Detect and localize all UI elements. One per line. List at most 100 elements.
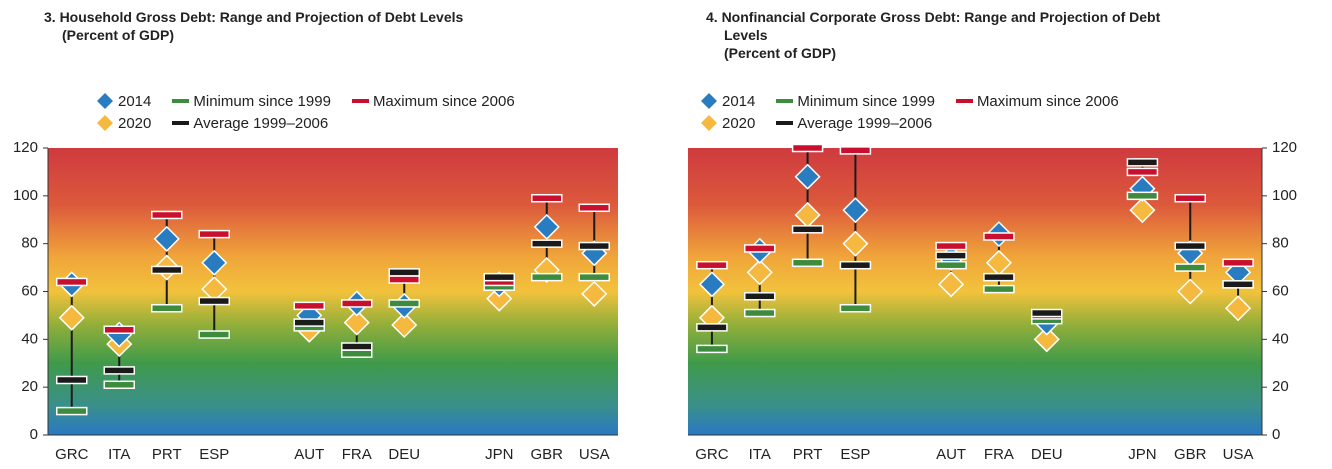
legend: 2014 Minimum since 1999 Maximum since 2006… bbox=[700, 92, 1119, 132]
dash-marker bbox=[791, 258, 824, 268]
dash-marker bbox=[1174, 193, 1206, 203]
diamond-marker bbox=[391, 311, 418, 339]
dash-marker bbox=[791, 143, 824, 153]
dash-marker bbox=[935, 241, 967, 251]
legend-shape bbox=[955, 99, 973, 103]
diamond-marker bbox=[486, 285, 513, 312]
dash-marker bbox=[198, 229, 230, 239]
y-tick-label: 100 bbox=[13, 187, 38, 204]
x-tick-label: DEU bbox=[388, 446, 420, 463]
legend-item: Minimum since 1999 bbox=[171, 92, 331, 110]
diamond-marker bbox=[343, 309, 370, 336]
dash-marker bbox=[198, 330, 230, 339]
legend-shape bbox=[97, 93, 113, 109]
y-tick-label: 120 bbox=[1272, 139, 1297, 156]
legend-swatch bbox=[701, 93, 717, 109]
diamond-marker bbox=[153, 225, 180, 252]
dash-marker bbox=[744, 244, 776, 253]
diamond-marker bbox=[842, 230, 869, 257]
plot-background bbox=[48, 148, 618, 435]
chart-title-box: 3. Household Gross Debt: Range and Proje… bbox=[44, 8, 582, 44]
dash-marker bbox=[1126, 167, 1159, 177]
x-tick-label: ITA bbox=[108, 446, 130, 463]
y-tick-label: 120 bbox=[13, 139, 38, 156]
legend-swatch bbox=[955, 99, 973, 103]
dash-marker bbox=[1222, 258, 1254, 268]
y-tick-label: 0 bbox=[30, 426, 38, 443]
chart-title: 4. Nonfinancial Corporate Gross Debt: Ra… bbox=[706, 9, 1161, 43]
y-tick-label: 100 bbox=[1272, 187, 1297, 204]
legend-swatch bbox=[172, 99, 190, 103]
dash-marker bbox=[696, 260, 728, 270]
x-tick-label: USA bbox=[579, 446, 610, 463]
x-tick-label: FRA bbox=[984, 446, 1014, 463]
dash-marker bbox=[56, 375, 88, 385]
dash-marker bbox=[1174, 241, 1206, 251]
dash-marker bbox=[293, 318, 325, 327]
dash-marker bbox=[341, 299, 373, 308]
dash-marker bbox=[1126, 191, 1159, 201]
legend-item: 2014 bbox=[96, 92, 151, 110]
legend-shape bbox=[172, 121, 190, 125]
legend-swatch bbox=[97, 115, 113, 131]
legend-label: Average 1999–2006 bbox=[797, 114, 933, 132]
x-tick-label: JPN bbox=[485, 446, 513, 463]
dash-marker bbox=[983, 272, 1015, 282]
x-tick-label: PRT bbox=[793, 446, 823, 463]
legend-label: 2014 bbox=[722, 92, 756, 110]
y-tick-label: 60 bbox=[1272, 282, 1289, 299]
y-tick-label: 80 bbox=[21, 235, 38, 252]
x-tick-label: AUT bbox=[936, 446, 966, 463]
legend-swatch bbox=[97, 93, 113, 109]
chart-subtitle: (Percent of GDP) bbox=[62, 27, 175, 43]
x-tick-label: DEU bbox=[1031, 446, 1063, 463]
dash-marker bbox=[56, 406, 88, 416]
y-tick-label: 60 bbox=[21, 282, 38, 299]
legend-label: 2020 bbox=[118, 114, 152, 132]
dash-marker bbox=[935, 260, 967, 270]
dash-marker bbox=[103, 325, 135, 335]
legend: 2014 Minimum since 1999 Maximum since 2006… bbox=[96, 92, 515, 132]
dash-marker bbox=[198, 296, 230, 306]
dash-marker bbox=[1222, 280, 1254, 289]
x-tick-label: GBR bbox=[530, 446, 563, 463]
dash-marker bbox=[983, 284, 1015, 294]
legend-item: Maximum since 2006 bbox=[955, 92, 1119, 110]
diamond-marker bbox=[1033, 326, 1060, 353]
legend-shape bbox=[701, 115, 717, 131]
x-tick-label: GBR bbox=[1174, 446, 1207, 463]
x-tick-label: USA bbox=[1223, 446, 1254, 463]
plot-background bbox=[688, 148, 1262, 435]
dash-marker bbox=[103, 380, 135, 390]
dash-marker bbox=[56, 277, 88, 287]
x-tick-label: ITA bbox=[749, 446, 771, 463]
dash-marker bbox=[578, 203, 610, 213]
dash-marker bbox=[696, 344, 728, 354]
diamond-marker bbox=[201, 249, 228, 276]
diamond-marker bbox=[698, 271, 725, 298]
diamond-marker bbox=[581, 280, 608, 307]
legend-label: 2020 bbox=[722, 114, 756, 132]
legend-swatch bbox=[351, 99, 369, 103]
y-tick-label: 40 bbox=[21, 330, 38, 347]
x-tick-label: FRA bbox=[342, 446, 372, 463]
legend-item: 2014 bbox=[700, 92, 755, 110]
dash-marker bbox=[1126, 158, 1159, 167]
dash-marker bbox=[531, 272, 563, 282]
dash-marker bbox=[388, 299, 420, 308]
dash-marker bbox=[531, 193, 563, 203]
dash-marker bbox=[293, 301, 325, 311]
x-tick-label: GRC bbox=[55, 446, 89, 463]
x-tick-label: ESP bbox=[199, 446, 229, 463]
chart-subtitle: (Percent of GDP) bbox=[724, 45, 837, 61]
dash-marker bbox=[791, 225, 824, 234]
dash-marker bbox=[839, 260, 872, 270]
legend-label: Maximum since 2006 bbox=[976, 92, 1119, 110]
y-tick-label: 0 bbox=[1272, 426, 1280, 443]
legend-shape bbox=[351, 99, 369, 103]
legend-label: Minimum since 1999 bbox=[193, 92, 331, 110]
legend-swatch bbox=[172, 121, 190, 125]
dash-marker bbox=[578, 241, 610, 251]
